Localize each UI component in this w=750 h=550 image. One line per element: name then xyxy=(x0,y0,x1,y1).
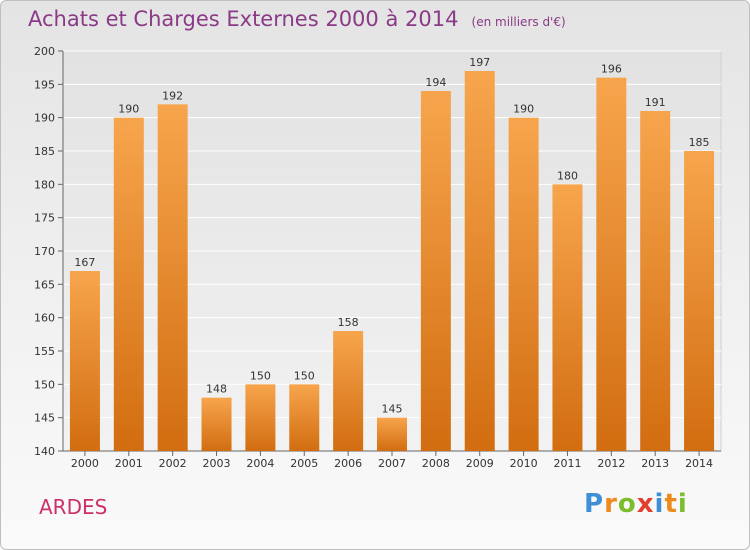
data-label-2010: 190 xyxy=(513,103,534,116)
y-tick-label: 190 xyxy=(34,112,55,125)
bar-2009 xyxy=(464,71,495,451)
data-label-2002: 192 xyxy=(162,89,183,102)
data-label-2000: 167 xyxy=(74,256,95,269)
data-label-2014: 185 xyxy=(689,136,710,149)
x-tick-label: 2011 xyxy=(553,457,581,470)
proxiti-logo: Proxiti xyxy=(584,489,688,519)
y-tick-label: 145 xyxy=(34,412,55,425)
x-tick-label: 2013 xyxy=(641,457,669,470)
bar-2008 xyxy=(420,91,451,451)
y-tick-label: 175 xyxy=(34,212,55,225)
data-label-2007: 145 xyxy=(382,403,403,416)
bar-2010 xyxy=(508,117,539,452)
bar-2014 xyxy=(684,151,715,451)
x-tick-label: 2008 xyxy=(422,457,450,470)
x-tick-label: 2000 xyxy=(71,457,99,470)
data-label-2006: 158 xyxy=(338,316,359,329)
x-tick-label: 2001 xyxy=(115,457,143,470)
chart-unit-text: (en milliers d'€) xyxy=(471,15,566,29)
chart-title-text: Achats et Charges Externes 2000 à 2014 xyxy=(28,7,459,31)
data-label-2004: 150 xyxy=(250,369,271,382)
bar-2005 xyxy=(289,384,320,451)
x-tick-label: 2002 xyxy=(159,457,187,470)
y-tick-label: 160 xyxy=(34,312,55,325)
bar-2000 xyxy=(69,271,100,451)
y-tick-label: 185 xyxy=(34,145,55,158)
x-tick-label: 2010 xyxy=(510,457,538,470)
y-tick-label: 170 xyxy=(34,245,55,258)
y-tick-label: 155 xyxy=(34,345,55,358)
x-tick-label: 2006 xyxy=(334,457,362,470)
y-tick-label: 165 xyxy=(34,278,55,291)
x-tick-label: 2012 xyxy=(597,457,625,470)
commune-name: ARDES xyxy=(39,495,108,519)
bar-2012 xyxy=(596,77,627,452)
bar-2011 xyxy=(552,184,583,452)
data-label-2011: 180 xyxy=(557,169,578,182)
x-tick-label: 2009 xyxy=(466,457,494,470)
y-tick-label: 150 xyxy=(34,378,55,391)
chart-title: Achats et Charges Externes 2000 à 2014 (… xyxy=(28,7,566,31)
bar-2004 xyxy=(245,384,276,451)
bar-2006 xyxy=(333,331,364,451)
data-label-2012: 196 xyxy=(601,63,622,76)
x-tick-label: 2005 xyxy=(290,457,318,470)
bar-2007 xyxy=(377,417,407,451)
data-label-2009: 197 xyxy=(469,56,490,69)
x-tick-label: 2007 xyxy=(378,457,406,470)
data-label-2005: 150 xyxy=(294,369,315,382)
y-tick-label: 195 xyxy=(34,78,55,91)
data-label-2013: 191 xyxy=(645,96,666,109)
y-tick-label: 140 xyxy=(34,445,55,458)
bar-2003 xyxy=(201,397,232,451)
bar-2002 xyxy=(157,104,188,451)
data-label-2001: 190 xyxy=(118,103,139,116)
y-tick-label: 200 xyxy=(34,45,55,58)
data-label-2008: 194 xyxy=(425,76,446,89)
bar-2001 xyxy=(113,117,144,452)
x-tick-label: 2003 xyxy=(203,457,231,470)
x-tick-label: 2014 xyxy=(685,457,713,470)
data-label-2003: 148 xyxy=(206,383,227,396)
x-tick-label: 2004 xyxy=(246,457,274,470)
bar-2013 xyxy=(640,111,671,451)
y-tick-label: 180 xyxy=(34,178,55,191)
